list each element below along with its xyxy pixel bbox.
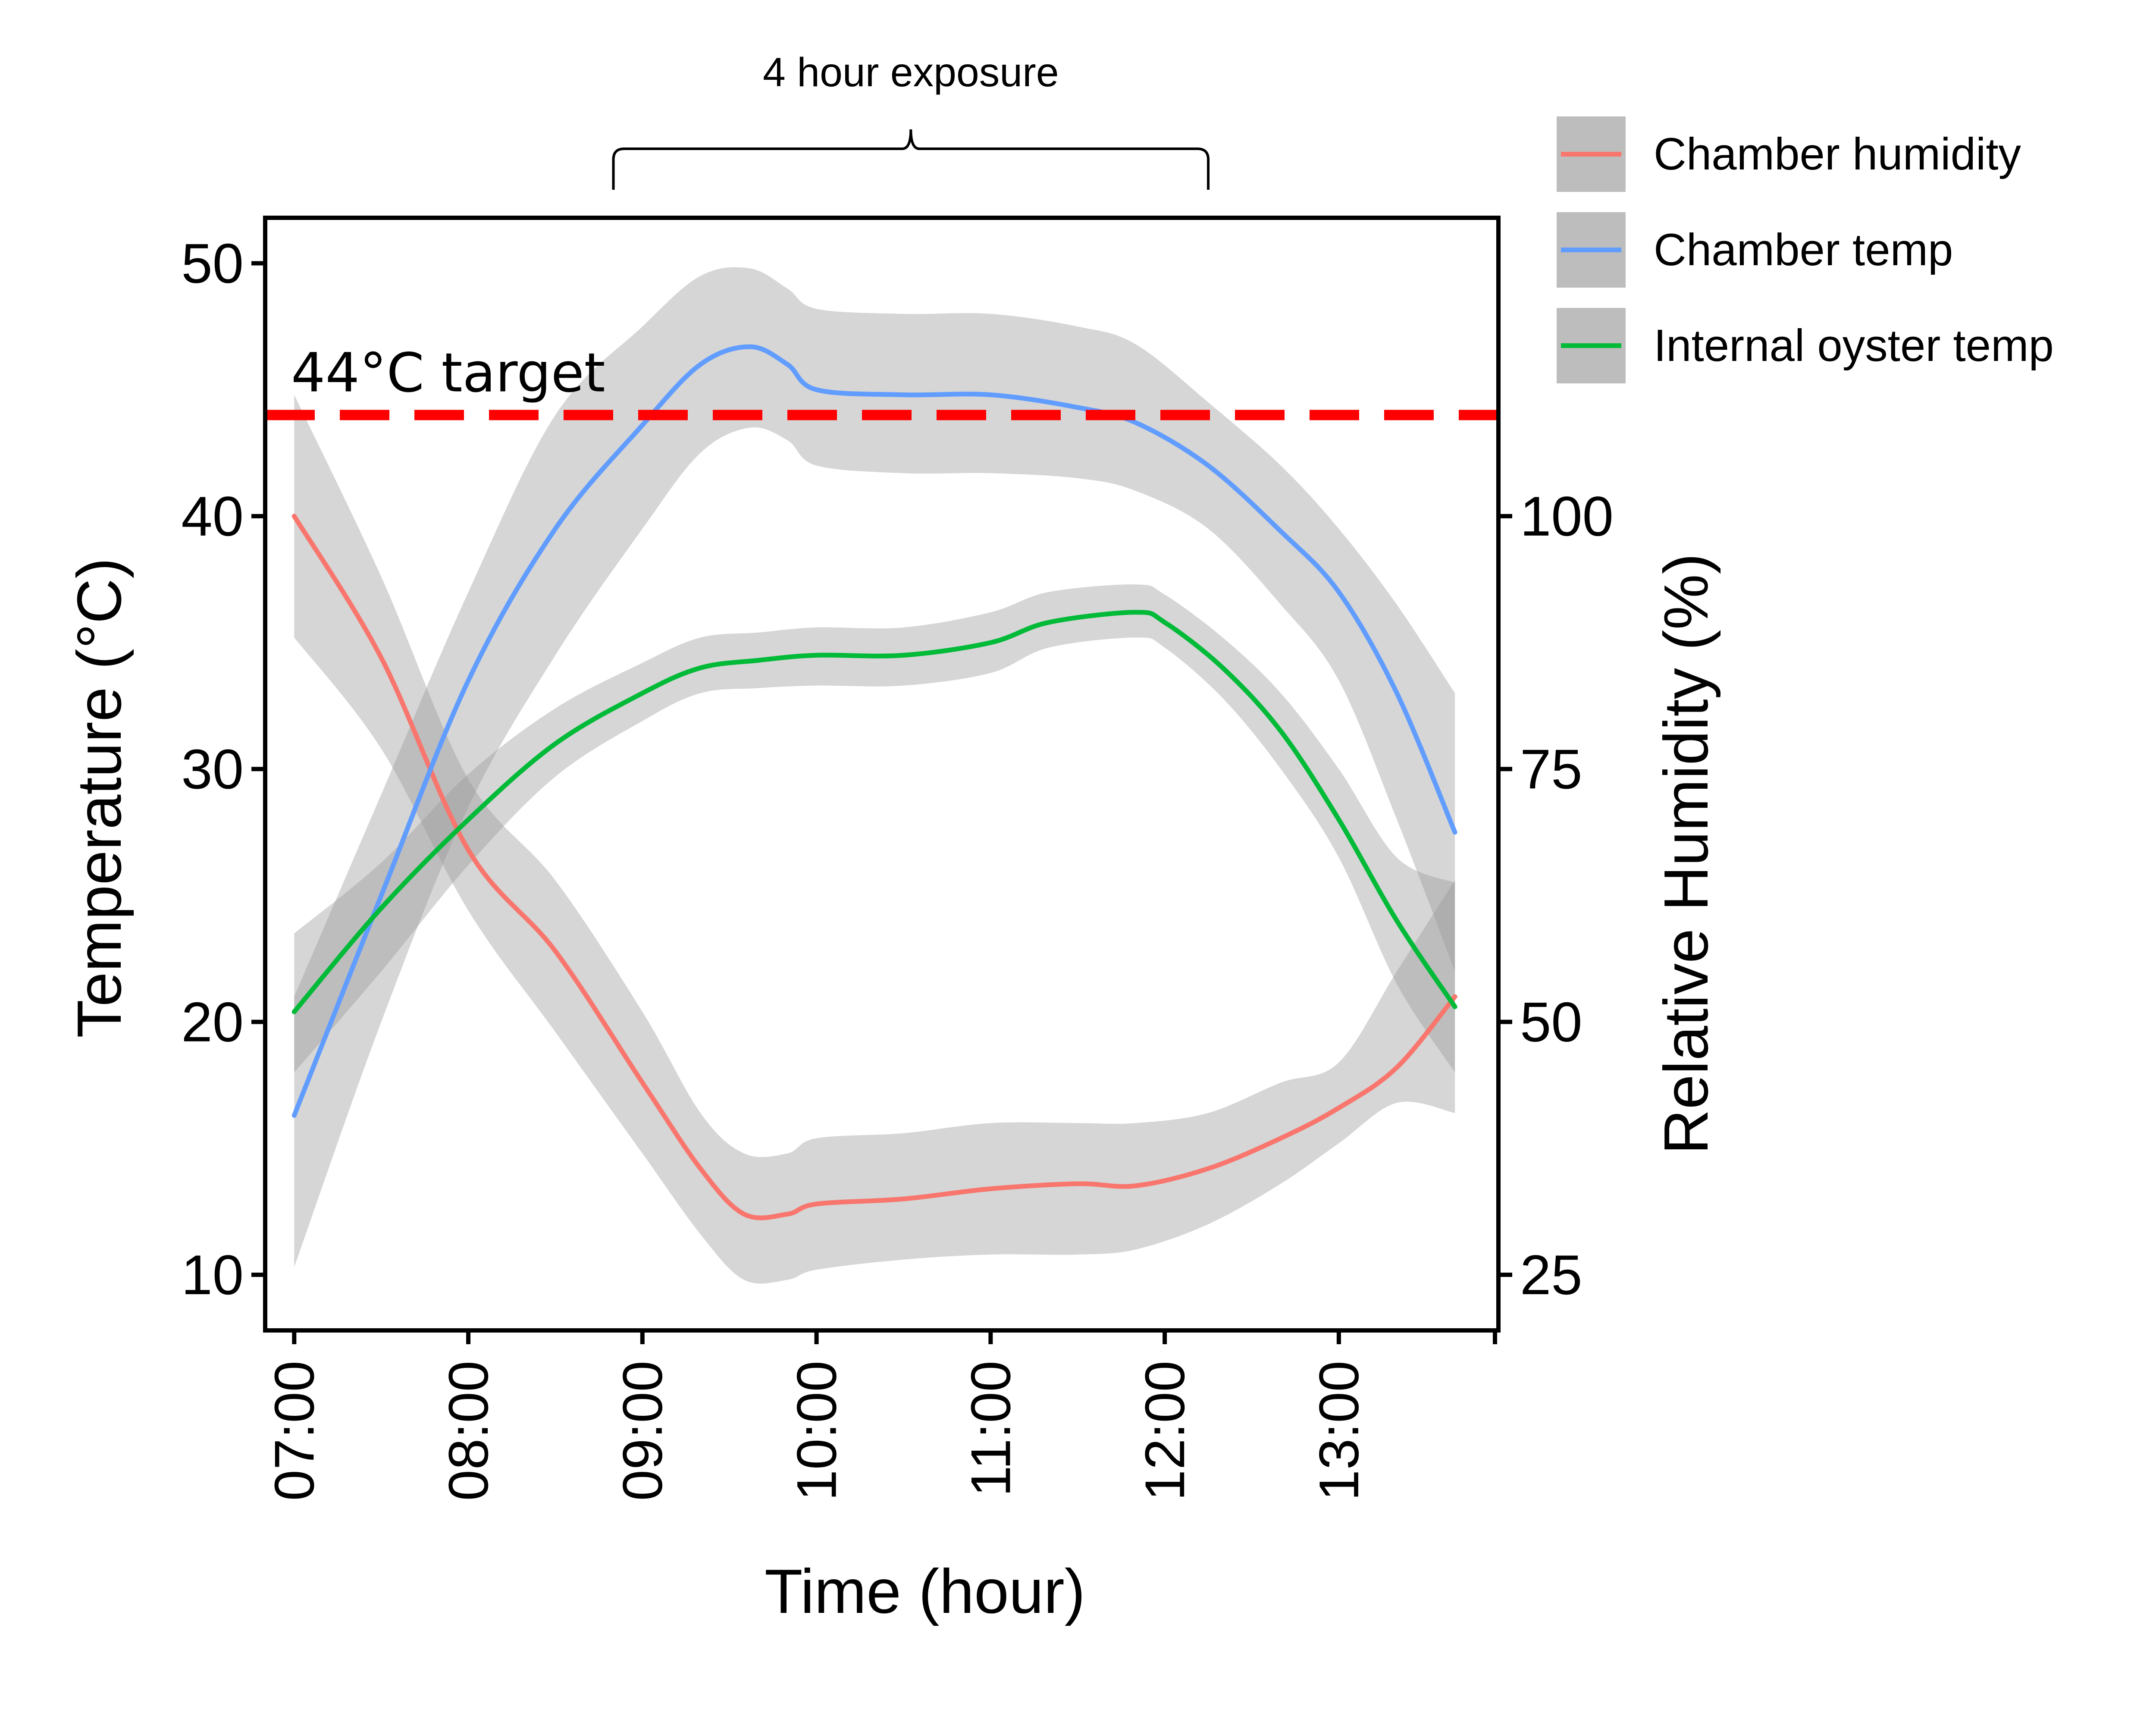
series-line-0: [291, 514, 1457, 1220]
x-tick-label: 11:00: [959, 1361, 1022, 1497]
y2-tick-label: 25: [1520, 1243, 1583, 1306]
y-axis: 10 20 30 40 50: [181, 232, 265, 1306]
x-tick-label: 13:00: [1307, 1361, 1370, 1501]
series-line-1: [291, 344, 1457, 1118]
x-tick-label: 12:00: [1133, 1361, 1196, 1501]
confidence-band-2: [294, 584, 1455, 1073]
legend: Chamber humidity Chamber temp Internal oys…: [1557, 116, 2054, 383]
plot-frame: [263, 216, 1501, 1333]
x-tick-label: 10:00: [785, 1361, 848, 1501]
legend-label: Internal oyster temp: [1654, 320, 2054, 371]
y-tick-label: 10: [181, 1243, 244, 1306]
y-axis-title: Temperature (°C): [64, 558, 134, 1038]
target-label: 44°C target: [291, 342, 605, 404]
y2-tick-label: 50: [1520, 991, 1583, 1054]
confidence-bands: [294, 267, 1455, 1284]
confidence-band-0: [294, 395, 1455, 1284]
y-tick-label: 20: [181, 991, 244, 1054]
series-line-2: [291, 610, 1457, 1014]
x-axis: 07:00 08:00 09:00 10:00 11:00 12:00 13:00: [263, 1330, 1497, 1501]
y-tick-label: 50: [181, 232, 244, 295]
x-tick-label: 07:00: [263, 1361, 326, 1501]
legend-label: Chamber humidity: [1654, 129, 2021, 179]
y2-axis: 25 50 75 100: [1498, 485, 1614, 1306]
x-tick-label: 08:00: [437, 1361, 500, 1501]
y2-tick-label: 75: [1520, 737, 1583, 800]
y-tick-label: 40: [181, 485, 244, 548]
exposure-bracket: [612, 129, 1210, 190]
series-lines: [291, 344, 1457, 1220]
legend-label: Chamber temp: [1654, 225, 1953, 275]
confidence-band-1: [294, 267, 1455, 1267]
y-tick-label: 30: [181, 737, 244, 800]
y2-tick-label: 100: [1520, 485, 1614, 548]
exposure-label: 4 hour exposure: [763, 50, 1059, 95]
x-axis-title: Time (hour): [765, 1556, 1085, 1626]
x-tick-label: 09:00: [611, 1361, 674, 1501]
y2-axis-title: Relative Humidity (%): [1651, 553, 1721, 1154]
